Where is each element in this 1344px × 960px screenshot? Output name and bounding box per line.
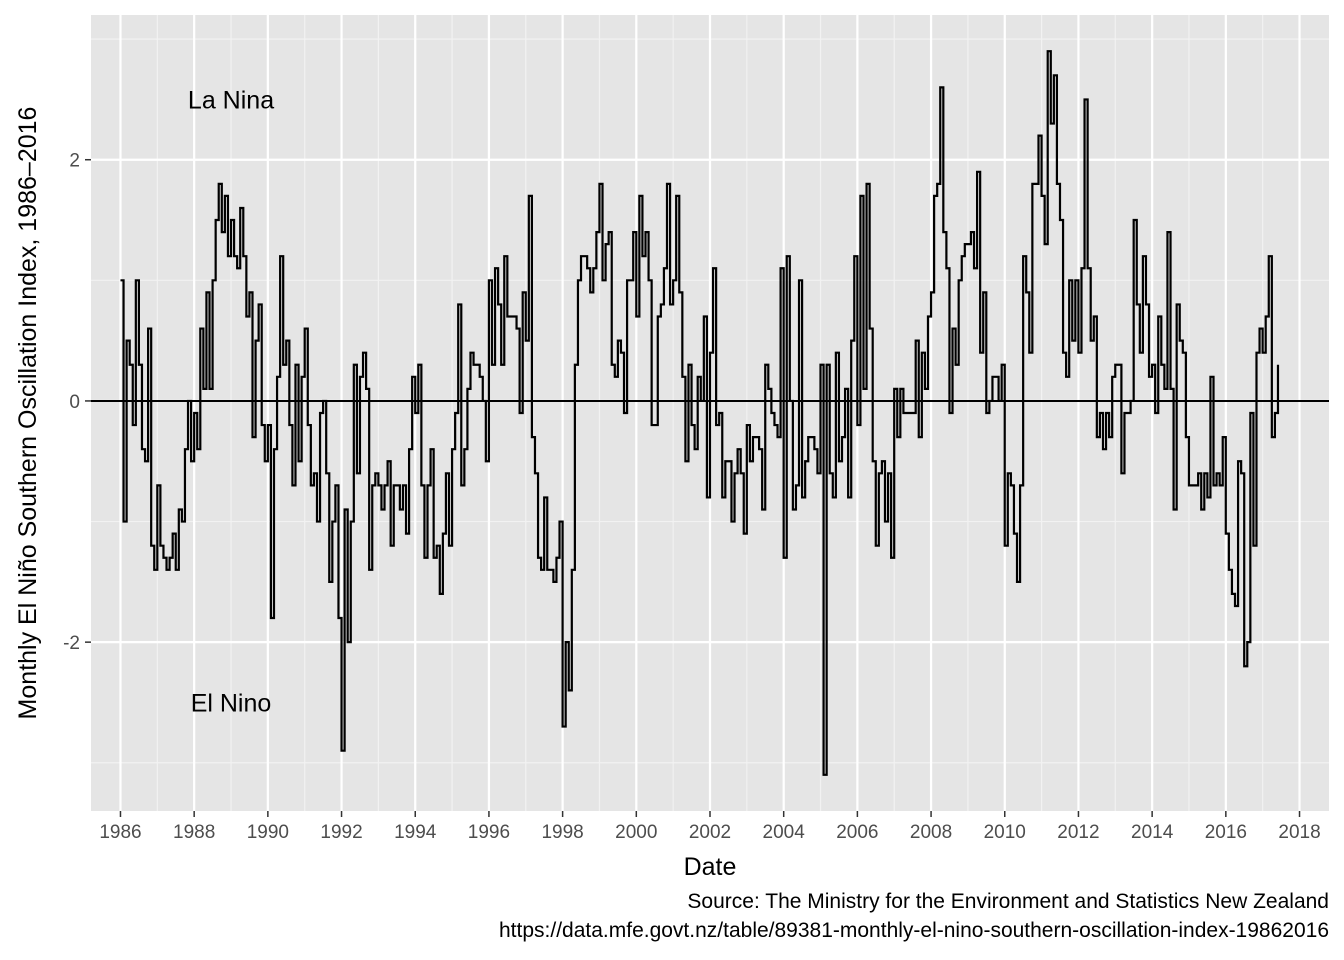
annotation-label: El Nino	[191, 689, 272, 717]
x-tick-label: 2004	[763, 822, 806, 843]
x-tick-label: 1986	[99, 822, 141, 843]
x-tick-label: 1992	[320, 822, 362, 843]
x-tick-label: 1990	[247, 822, 289, 843]
x-axis-ticks: 1986 1988 1990 1992 1994 1996 1998 2000 2002 2004…	[99, 811, 1321, 843]
x-tick-label: 2002	[689, 822, 731, 843]
x-tick-label: 1988	[173, 822, 215, 843]
x-tick-label: 2014	[1131, 822, 1174, 843]
x-tick-label: 2010	[984, 822, 1026, 843]
x-tick-label: 1994	[394, 822, 437, 843]
x-tick-label: 2000	[615, 822, 657, 843]
y-axis-title: Monthly El Niño Southern Oscillation Ind…	[14, 107, 42, 720]
y-tick-label: 2	[69, 151, 80, 172]
x-tick-label: 1996	[468, 822, 510, 843]
y-axis-ticks: -2 0 2	[63, 151, 91, 654]
annotations: La Nina El Nino	[188, 86, 274, 717]
annotation-label: La Nina	[188, 86, 274, 114]
x-tick-label: 2018	[1278, 822, 1320, 843]
x-tick-label: 2016	[1205, 822, 1247, 843]
y-tick-label: 0	[69, 392, 80, 413]
x-tick-label: 2006	[836, 822, 878, 843]
x-tick-label: 1998	[541, 822, 583, 843]
enso-index-step-line	[120, 50, 1280, 776]
x-tick-label: 2012	[1057, 822, 1099, 843]
x-axis-title: Date	[684, 853, 737, 881]
x-tick-label: 2008	[910, 822, 952, 843]
caption-source: Source: The Ministry for the Environment…	[687, 890, 1329, 913]
caption-url: https://data.mfe.govt.nz/table/89381-mon…	[499, 919, 1329, 942]
y-tick-label: -2	[63, 633, 80, 654]
